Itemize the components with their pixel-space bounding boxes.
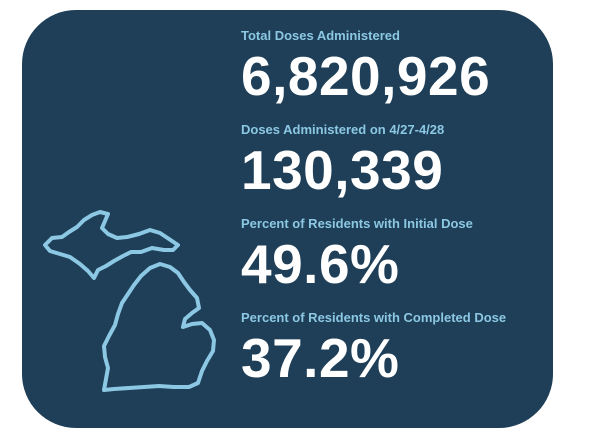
- stat-total-doses: Total Doses Administered 6,820,926: [241, 27, 551, 107]
- stat-value: 6,820,926: [241, 45, 491, 107]
- stat-value: 130,339: [241, 139, 444, 201]
- stat-initial-dose: Percent of Residents with Initial Dose 4…: [241, 215, 551, 295]
- michigan-outline-icon: [43, 210, 216, 392]
- stat-label: Percent of Residents with Completed Dose: [241, 310, 507, 325]
- stats-list: Total Doses Administered 6,820,926 Doses…: [241, 27, 551, 403]
- stat-value: 49.6%: [241, 233, 400, 295]
- stat-completed-dose: Percent of Residents with Completed Dose…: [241, 309, 551, 389]
- stat-doses-recent: Doses Administered on 4/27-4/28 130,339: [241, 121, 551, 201]
- stat-label: Total Doses Administered: [241, 28, 400, 43]
- vaccine-summary-card: Total Doses Administered 6,820,926 Doses…: [22, 10, 553, 428]
- stat-label: Doses Administered on 4/27-4/28: [241, 122, 445, 137]
- stat-value: 37.2%: [241, 327, 400, 389]
- stat-label: Percent of Residents with Initial Dose: [241, 216, 473, 231]
